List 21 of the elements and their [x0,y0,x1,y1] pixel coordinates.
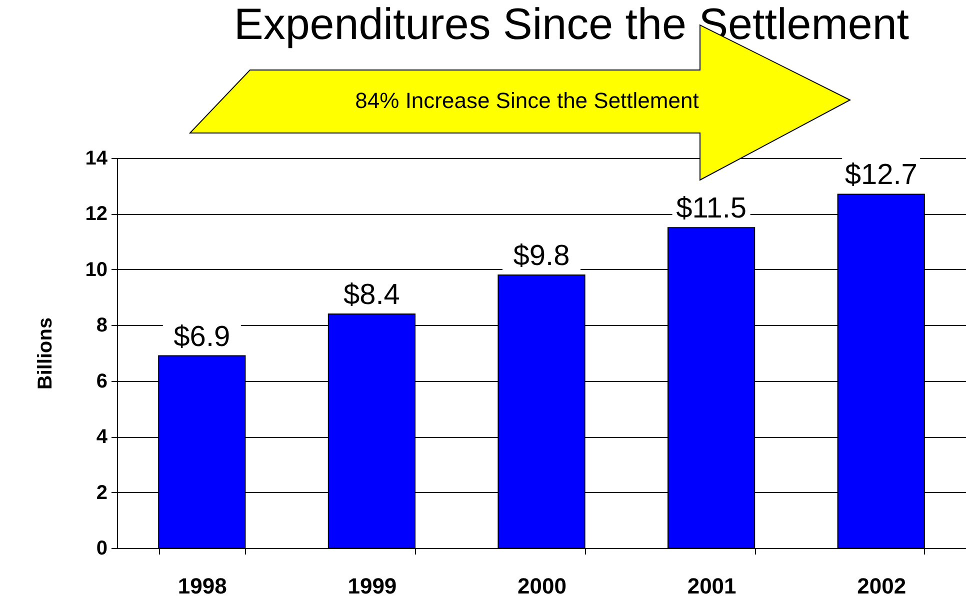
y-tick-label: 12 [85,203,108,226]
x-tick-label: 2000 [518,574,566,598]
y-tick-label: 6 [96,370,108,392]
y-tick-label: 0 [96,538,108,560]
y-tick-label: 4 [96,426,108,448]
text: 84% Increase Since the Settlement [355,88,699,113]
chart-title: Expenditures Since the Settlement [234,0,910,49]
data-label: $8.4 [343,279,400,311]
y-tick-label: 14 [85,148,108,170]
y-tick-label: 8 [96,314,108,337]
data-label: $6.9 [174,320,230,353]
x-tick-label: 1999 [348,574,397,598]
data-label: $12.7 [844,159,918,192]
y-axis-title: Billions [34,317,56,390]
x-tick-label: 2002 [857,574,906,598]
data-label: $9.8 [513,240,570,272]
x-tick-label: 2001 [687,574,736,598]
y-tick-label: 10 [85,258,108,281]
x-tick-label: 1998 [178,574,227,598]
data-label: $11.5 [676,192,747,225]
y-tick-label: 2 [96,482,108,504]
